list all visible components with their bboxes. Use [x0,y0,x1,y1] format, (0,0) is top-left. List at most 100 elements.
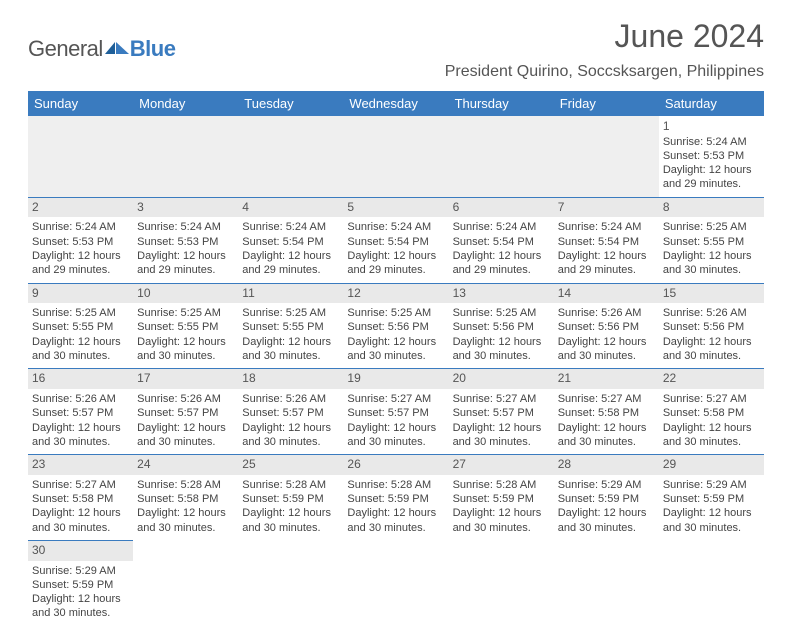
sunset: Sunset: 5:57 PM [347,406,444,420]
daylight-line1: Daylight: 12 hours [242,335,339,349]
daylight-line1: Daylight: 12 hours [32,335,129,349]
day-number-cell: 10 [133,283,238,303]
day-number-cell: 18 [238,369,343,389]
day-number-cell [554,540,659,560]
daylight-line1: Daylight: 12 hours [137,335,234,349]
day-number-cell: 29 [659,455,764,475]
calendar-cell: Sunrise: 5:24 AMSunset: 5:53 PMDaylight:… [133,217,238,283]
calendar-cell [449,561,554,626]
daylight-line1: Daylight: 12 hours [558,335,655,349]
calendar-cell: Sunrise: 5:28 AMSunset: 5:59 PMDaylight:… [343,475,448,541]
sunrise: Sunrise: 5:24 AM [32,220,129,234]
daylight-line1: Daylight: 12 hours [453,421,550,435]
daylight-line2: and 29 minutes. [663,177,760,191]
calendar-cell [133,116,238,197]
sunrise: Sunrise: 5:27 AM [347,392,444,406]
daylight-line2: and 30 minutes. [242,435,339,449]
daylight-line2: and 30 minutes. [347,521,444,535]
daylight-line2: and 30 minutes. [137,521,234,535]
title-block: June 2024 President Quirino, Soccsksarge… [445,18,764,87]
calendar-cell [133,561,238,626]
daylight-line1: Daylight: 12 hours [663,421,760,435]
daylight-line1: Daylight: 12 hours [558,249,655,263]
sunset: Sunset: 5:54 PM [242,235,339,249]
day-number-cell: 24 [133,455,238,475]
calendar-cell: Sunrise: 5:28 AMSunset: 5:59 PMDaylight:… [238,475,343,541]
day-number-cell [133,540,238,560]
sunset: Sunset: 5:54 PM [558,235,655,249]
daylight-line2: and 29 minutes. [32,263,129,277]
calendar-cell: Sunrise: 5:28 AMSunset: 5:59 PMDaylight:… [449,475,554,541]
sunrise: Sunrise: 5:24 AM [347,220,444,234]
calendar-cell: Sunrise: 5:29 AMSunset: 5:59 PMDaylight:… [659,475,764,541]
sunrise: Sunrise: 5:26 AM [558,306,655,320]
sunset: Sunset: 5:56 PM [663,320,760,334]
sunset: Sunset: 5:57 PM [453,406,550,420]
day-number-cell: 27 [449,455,554,475]
sunrise: Sunrise: 5:25 AM [242,306,339,320]
daylight-line2: and 30 minutes. [32,435,129,449]
sunset: Sunset: 5:58 PM [558,406,655,420]
logo: General Blue [28,36,175,62]
daylight-line2: and 29 minutes. [558,263,655,277]
day-header: Wednesday [343,91,448,116]
daylight-line2: and 30 minutes. [453,349,550,363]
sunrise: Sunrise: 5:25 AM [453,306,550,320]
calendar-cell: Sunrise: 5:24 AMSunset: 5:54 PMDaylight:… [238,217,343,283]
daylight-line2: and 30 minutes. [663,435,760,449]
daylight-line1: Daylight: 12 hours [347,506,444,520]
daylight-line1: Daylight: 12 hours [32,249,129,263]
sunrise: Sunrise: 5:28 AM [242,478,339,492]
calendar-cell [343,116,448,197]
calendar-cell: Sunrise: 5:24 AMSunset: 5:54 PMDaylight:… [554,217,659,283]
day-number-cell: 21 [554,369,659,389]
calendar-cell [554,561,659,626]
calendar-cell: Sunrise: 5:25 AMSunset: 5:55 PMDaylight:… [659,217,764,283]
sunset: Sunset: 5:58 PM [32,492,129,506]
calendar-cell: Sunrise: 5:24 AMSunset: 5:53 PMDaylight:… [28,217,133,283]
day-number-cell: 26 [343,455,448,475]
daylight-line2: and 30 minutes. [242,349,339,363]
calendar-cell: Sunrise: 5:25 AMSunset: 5:56 PMDaylight:… [449,303,554,369]
day-number-cell: 4 [238,197,343,217]
day-header: Thursday [449,91,554,116]
calendar-cell [238,561,343,626]
day-number: 1 [663,119,760,135]
calendar-cell [28,116,133,197]
sunrise: Sunrise: 5:24 AM [663,135,760,149]
sunset: Sunset: 5:53 PM [663,149,760,163]
daylight-line2: and 30 minutes. [137,435,234,449]
daylight-line1: Daylight: 12 hours [242,421,339,435]
day-header: Friday [554,91,659,116]
sunset: Sunset: 5:57 PM [137,406,234,420]
daylight-line1: Daylight: 12 hours [347,335,444,349]
day-number-cell: 13 [449,283,554,303]
daylight-line2: and 30 minutes. [558,521,655,535]
calendar-cell [659,561,764,626]
daylight-line1: Daylight: 12 hours [558,506,655,520]
day-number-cell: 2 [28,197,133,217]
day-number-cell [659,540,764,560]
day-number-cell: 5 [343,197,448,217]
day-number-cell: 22 [659,369,764,389]
sunrise: Sunrise: 5:24 AM [558,220,655,234]
sunrise: Sunrise: 5:25 AM [347,306,444,320]
sunset: Sunset: 5:54 PM [347,235,444,249]
day-number-cell: 20 [449,369,554,389]
sunrise: Sunrise: 5:27 AM [453,392,550,406]
sunset: Sunset: 5:57 PM [242,406,339,420]
sunset: Sunset: 5:53 PM [32,235,129,249]
daylight-line2: and 30 minutes. [137,349,234,363]
day-number-cell: 17 [133,369,238,389]
daylight-line1: Daylight: 12 hours [137,249,234,263]
daylight-line1: Daylight: 12 hours [453,249,550,263]
daylight-line2: and 30 minutes. [663,521,760,535]
logo-text-general: General [28,36,103,62]
calendar-cell: Sunrise: 5:29 AMSunset: 5:59 PMDaylight:… [554,475,659,541]
day-number-cell: 15 [659,283,764,303]
day-number-cell: 30 [28,540,133,560]
daylight-line1: Daylight: 12 hours [137,506,234,520]
daylight-line2: and 30 minutes. [453,521,550,535]
sunrise: Sunrise: 5:25 AM [32,306,129,320]
daylight-line2: and 30 minutes. [558,349,655,363]
